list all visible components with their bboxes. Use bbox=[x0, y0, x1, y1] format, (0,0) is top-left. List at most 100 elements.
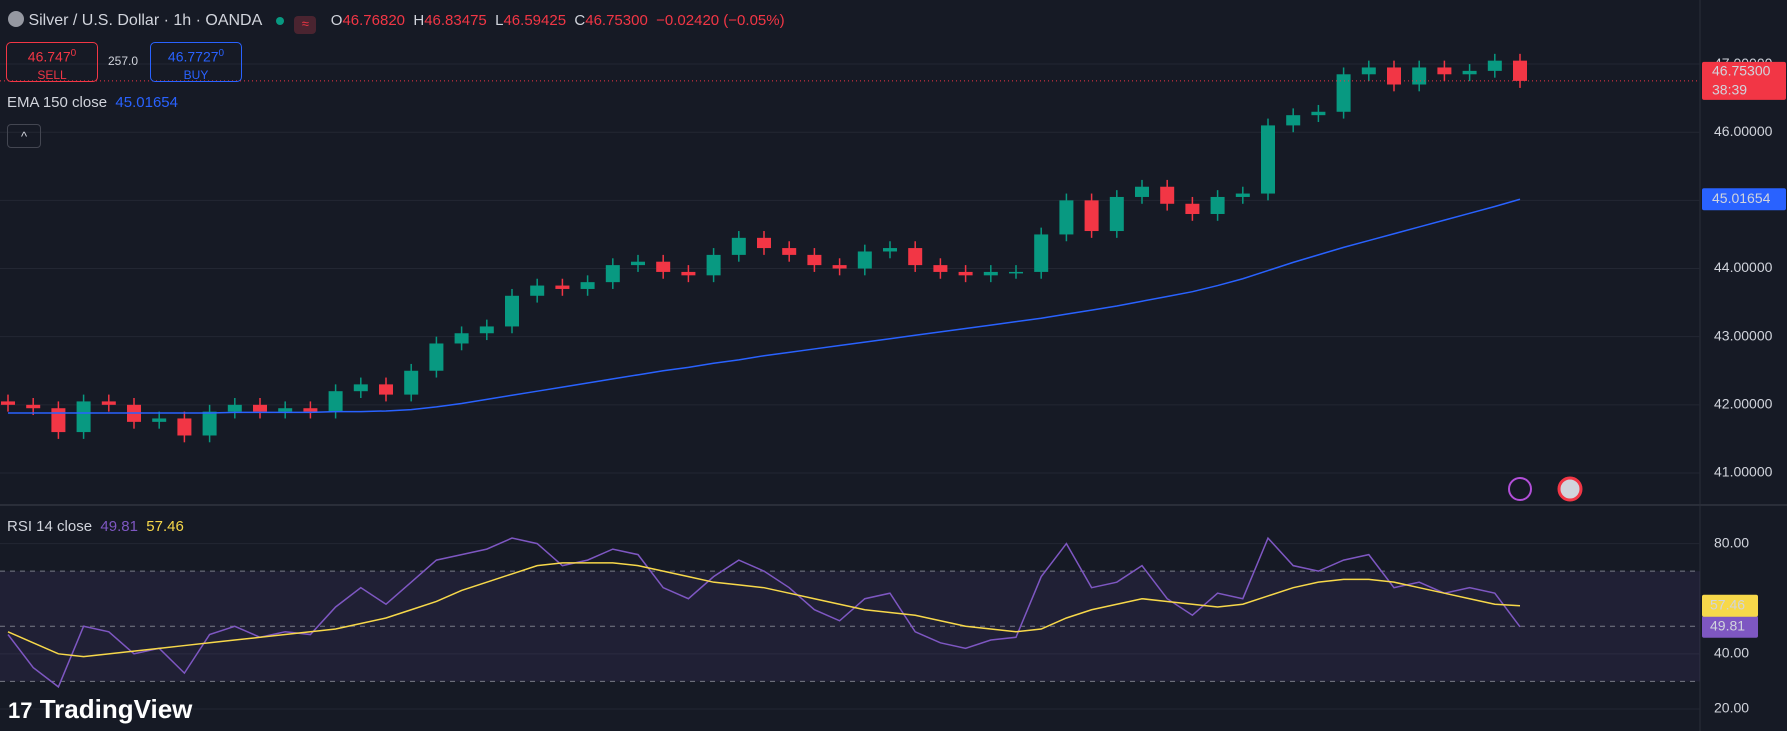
candle-body bbox=[1, 401, 15, 405]
candle-body bbox=[958, 271, 973, 276]
spread: 257.0 bbox=[108, 54, 139, 68]
candle-body bbox=[353, 384, 368, 392]
event-icon bbox=[1557, 476, 1583, 502]
candle-body bbox=[253, 404, 267, 412]
candle-body bbox=[883, 248, 897, 252]
candle-body bbox=[1185, 203, 1200, 214]
ema-legend: EMA 150 close 45.01654 bbox=[7, 94, 178, 111]
ema-badge bbox=[1702, 188, 1786, 211]
candle-body bbox=[1135, 186, 1149, 197]
candle-body bbox=[1210, 196, 1225, 214]
candle-body bbox=[379, 384, 393, 395]
last-price-badge bbox=[1702, 61, 1786, 100]
candle-body bbox=[1361, 67, 1376, 75]
sell-price: 46.7470 bbox=[7, 45, 97, 66]
y-tick-label: 40.00 bbox=[1714, 645, 1749, 661]
candle-body bbox=[1311, 111, 1326, 116]
buy-button[interactable]: 46.77270 BUY bbox=[150, 42, 242, 82]
candle-body bbox=[656, 261, 671, 272]
candle-body bbox=[26, 404, 41, 409]
change: −0.02420 (−0.05%) bbox=[656, 12, 785, 29]
open: 46.76820 bbox=[342, 12, 406, 29]
ohlc: O46.76820 H46.83475 L46.59425 C46.75300 … bbox=[331, 12, 785, 29]
candle-body bbox=[580, 282, 595, 289]
candle-body bbox=[454, 333, 469, 344]
close: 46.75300 bbox=[585, 12, 648, 29]
candle-body bbox=[1412, 67, 1427, 85]
y-tick-label: 20.00 bbox=[1714, 700, 1749, 716]
candle-body bbox=[757, 237, 771, 249]
y-tick-label: 46.00000 bbox=[1714, 123, 1773, 139]
buy-pipette: 0 bbox=[218, 48, 225, 59]
l-label: L bbox=[495, 12, 504, 29]
candle-body bbox=[51, 408, 66, 433]
buy-price-main: 46.7727 bbox=[167, 48, 219, 65]
candle-body bbox=[1387, 67, 1401, 85]
candle-body bbox=[631, 261, 645, 266]
header: Silver / U.S. Dollar · 1h · OANDA ≈ O46.… bbox=[8, 11, 785, 34]
candle-body bbox=[328, 391, 343, 412]
candle-body bbox=[278, 408, 293, 412]
rsi-ma-value: 57.46 bbox=[146, 518, 184, 535]
rsi-badge bbox=[1702, 615, 1758, 638]
candle-body bbox=[1336, 74, 1351, 112]
sell-price-main: 46.747 bbox=[27, 48, 71, 65]
y-tick-label: 44.00000 bbox=[1714, 259, 1773, 275]
candle-body bbox=[706, 254, 721, 276]
candle-body bbox=[404, 370, 419, 395]
ema-title: EMA 150 close bbox=[7, 94, 108, 111]
rsi-title: RSI 14 close bbox=[7, 518, 93, 535]
candle-body bbox=[908, 248, 923, 266]
c-label: C bbox=[574, 12, 586, 29]
candle-body bbox=[530, 285, 545, 296]
candle-body bbox=[1084, 200, 1099, 232]
y-tick-label: 42.00000 bbox=[1714, 396, 1773, 412]
candle-body bbox=[1059, 200, 1074, 235]
candle-body bbox=[1261, 125, 1275, 194]
logo-mark: 17 bbox=[8, 698, 33, 723]
data-icon[interactable]: ≈ bbox=[294, 16, 317, 34]
rsi-badge bbox=[1702, 594, 1758, 617]
candle-body bbox=[832, 265, 847, 269]
collapse-button[interactable]: ^ bbox=[7, 124, 41, 148]
candle-body bbox=[202, 411, 217, 436]
rsi-badge-label: 49.81 bbox=[1710, 617, 1745, 633]
candle-body bbox=[1513, 60, 1527, 81]
y-tick-label: 80.00 bbox=[1714, 534, 1749, 550]
candle-body bbox=[807, 254, 822, 266]
candle-body bbox=[1160, 186, 1175, 204]
candle-body bbox=[101, 401, 116, 405]
brand-logo[interactable]: 17 TradingView bbox=[8, 694, 192, 725]
candle-body bbox=[681, 271, 696, 276]
last-price-label: 46.75300 bbox=[1712, 63, 1771, 79]
rsi-value: 49.81 bbox=[100, 518, 138, 535]
ema-badge-label: 45.01654 bbox=[1712, 190, 1771, 206]
buy-price: 46.77270 bbox=[151, 45, 241, 66]
rsi-legend: RSI 14 close 49.81 57.46 bbox=[7, 518, 184, 535]
candle-body bbox=[303, 408, 318, 412]
market-status bbox=[275, 17, 284, 25]
candle-body bbox=[857, 251, 872, 269]
symbol[interactable]: Silver / U.S. Dollar · 1h · OANDA bbox=[28, 12, 262, 29]
high: 46.83475 bbox=[424, 12, 487, 29]
candle-body bbox=[227, 404, 242, 412]
candle-body bbox=[505, 295, 519, 327]
rsi-badge-label: 57.46 bbox=[1710, 596, 1745, 612]
rsi-line bbox=[7, 562, 1521, 658]
candle-body bbox=[731, 237, 746, 255]
o-label: O bbox=[330, 12, 343, 29]
y-tick-label: 41.00000 bbox=[1714, 464, 1773, 480]
alert-icon bbox=[1508, 477, 1532, 501]
sell-label: SELL bbox=[37, 67, 67, 82]
candle-body bbox=[152, 418, 167, 422]
candle-body bbox=[782, 248, 797, 255]
brand: TradingView bbox=[39, 694, 193, 724]
candle-body bbox=[429, 343, 444, 371]
y-tick-label: 43.00000 bbox=[1714, 327, 1773, 343]
candle-body bbox=[1487, 60, 1502, 71]
h-label: H bbox=[413, 12, 425, 29]
sell-button[interactable]: 46.7470 SELL bbox=[6, 42, 98, 82]
candle-body bbox=[1009, 271, 1023, 274]
